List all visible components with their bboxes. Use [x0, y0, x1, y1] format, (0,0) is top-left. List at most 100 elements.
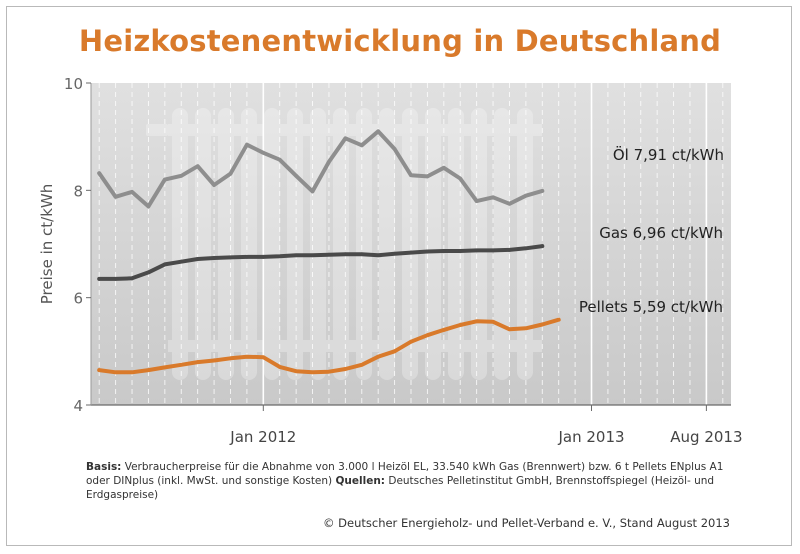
data-point-gas [245, 255, 249, 259]
y-tick-label: 4 [73, 397, 83, 415]
data-point-pellets [146, 368, 151, 372]
data-point-pellets [376, 354, 381, 359]
radiator-fin [333, 108, 349, 380]
radiator-fin [517, 108, 533, 380]
data-point-pellets [409, 339, 413, 344]
data-point-oel [327, 160, 331, 164]
data-point-pellets [163, 365, 167, 370]
y-axis-label: Preise in ct/kWh [38, 184, 56, 304]
data-point-pellets [360, 363, 364, 367]
sources-text: Deutsches Pelletinstitut GmbH, Brennstof… [86, 475, 715, 501]
data-point-oel [97, 171, 101, 175]
data-point-gas [195, 257, 200, 261]
data-point-pellets [277, 365, 282, 369]
data-point-oel [261, 151, 266, 155]
series-label-pellets: Pellets 5,59 ct/kWh [579, 298, 723, 316]
data-point-oel [113, 195, 118, 199]
data-point-pellets [556, 317, 561, 322]
radiator-fin [448, 108, 464, 380]
y-tick-label: 10 [64, 75, 83, 93]
x-tick-label: Jan 2012 [229, 428, 296, 446]
data-point-oel [245, 142, 249, 147]
data-point-oel [491, 195, 495, 200]
data-point-pellets [524, 326, 528, 331]
data-point-oel [507, 202, 512, 206]
y-tick-label: 6 [73, 290, 83, 308]
y-tick-label: 8 [73, 182, 83, 200]
data-point-pellets [540, 322, 545, 327]
data-point-gas [442, 249, 446, 253]
data-point-pellets [310, 370, 315, 375]
data-point-pellets [261, 355, 266, 360]
radiator-fin [287, 108, 303, 380]
data-point-pellets [343, 367, 348, 371]
data-point-gas [146, 270, 151, 275]
data-point-pellets [392, 349, 397, 354]
data-point-pellets [113, 370, 118, 375]
data-point-oel [524, 193, 528, 198]
data-point-oel [343, 136, 348, 141]
data-point-gas [277, 254, 282, 259]
radiator-fin [218, 108, 234, 380]
data-point-gas [360, 252, 364, 256]
radiator-fin [379, 108, 395, 380]
data-point-oel [458, 176, 463, 181]
data-point-oel [310, 189, 315, 194]
data-point-gas [392, 251, 397, 256]
data-point-oel [442, 166, 446, 170]
data-point-pellets [195, 360, 200, 364]
basis-text: Verbraucherpreise für die Abnahme von 3.… [86, 461, 724, 487]
data-point-gas [179, 259, 184, 264]
radiator-watermark [146, 108, 542, 380]
sources-label: Quellen: [335, 475, 386, 487]
series-line-gas [97, 244, 545, 281]
data-point-pellets [458, 323, 463, 327]
data-point-pellets [212, 358, 216, 363]
radiator-fin [241, 108, 257, 380]
series-label-oel: Öl 7,91 ct/kWh [613, 145, 724, 164]
data-point-pellets [130, 370, 134, 375]
data-point-gas [327, 252, 331, 257]
radiator-fin [172, 108, 188, 380]
radiator-fin [264, 108, 280, 380]
data-point-oel [392, 147, 397, 151]
data-point-oel [146, 204, 151, 209]
data-point-gas [491, 248, 495, 253]
radiator-valve [146, 124, 168, 136]
data-point-pellets [507, 327, 512, 332]
radiator-pipe-bottom [168, 340, 542, 352]
chart-title: Heizkostenentwicklung in Deutschland [78, 24, 722, 58]
labels-layer: Öl 7,91 ct/kWh Gas 6,96 ct/kWh Pellets 5,5… [579, 145, 724, 316]
data-point-pellets [474, 319, 479, 324]
data-point-pellets [327, 369, 331, 374]
data-point-oel [376, 129, 381, 134]
data-point-oel [212, 183, 216, 187]
data-point-oel [130, 190, 134, 194]
plot-area [91, 83, 731, 405]
data-point-oel [409, 173, 413, 178]
data-point-oel [360, 143, 364, 148]
data-point-gas [130, 276, 134, 281]
data-point-gas [474, 248, 479, 253]
data-point-gas [524, 246, 528, 251]
data-point-oel [474, 199, 479, 203]
series-layer [97, 129, 561, 375]
data-point-pellets [179, 363, 184, 367]
data-point-oel [195, 164, 200, 168]
data-point-gas [113, 277, 118, 281]
data-point-pellets [294, 369, 298, 374]
data-point-gas [425, 249, 430, 254]
series-line-oel [97, 129, 545, 209]
radiator-fin [356, 108, 372, 380]
radiator-fin [471, 108, 487, 380]
data-point-oel [163, 177, 167, 182]
data-point-oel [277, 157, 282, 162]
data-point-oel [425, 174, 430, 179]
x-tick-label: Jan 2013 [557, 428, 624, 446]
axes: 4 6 8 10 Jan 2012 Jan 2013 Aug 2013 [64, 75, 743, 446]
data-point-gas [458, 249, 463, 253]
data-point-gas [343, 252, 348, 256]
data-point-gas [97, 277, 101, 281]
data-point-pellets [425, 333, 430, 338]
